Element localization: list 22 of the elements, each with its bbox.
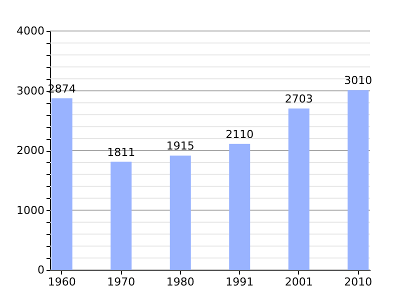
y-tick-label: 0 <box>38 264 44 276</box>
x-tick-label: 1970 <box>107 276 136 288</box>
bar <box>288 108 310 270</box>
y-tick-label: 2000 <box>16 144 44 157</box>
data-label: 2703 <box>284 92 313 106</box>
bar <box>348 90 369 270</box>
x-tick-label: 1960 <box>48 276 76 288</box>
data-label: 1915 <box>166 140 194 153</box>
bar <box>51 98 72 270</box>
bar <box>110 162 132 270</box>
x-tick-label: 2001 <box>284 276 313 288</box>
x-tick-label: 1991 <box>226 276 254 288</box>
y-tick-label: 4000 <box>16 24 44 38</box>
bar <box>170 156 191 270</box>
data-label: 3010 <box>344 74 372 88</box>
y-tick-label: 1000 <box>16 204 44 217</box>
x-tick-label: 1980 <box>166 276 194 288</box>
data-label: 1811 <box>107 146 136 159</box>
y-tick-label: 3000 <box>16 84 44 98</box>
x-tick-label: 2010 <box>344 276 372 288</box>
bar <box>229 144 250 270</box>
data-label: 2110 <box>226 128 254 141</box>
